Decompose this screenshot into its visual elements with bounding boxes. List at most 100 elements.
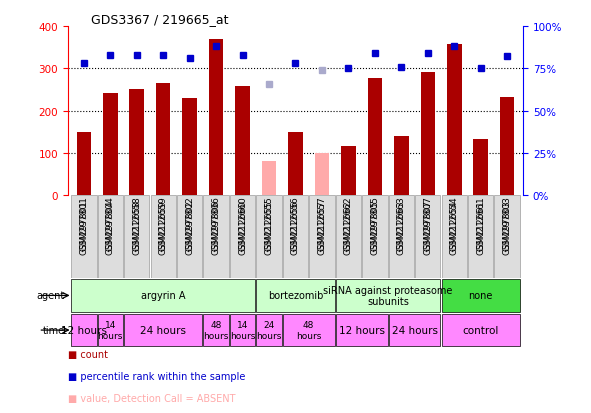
Bar [468,196,493,278]
Text: GSM297805: GSM297805 [371,196,379,251]
Text: GDS3367 / 219665_at: GDS3367 / 219665_at [91,13,228,26]
Text: bortezomib: bortezomib [268,291,323,301]
Text: siRNA against proteasome
subunits: siRNA against proteasome subunits [323,285,453,306]
Text: GSM297801: GSM297801 [79,196,88,251]
Text: GSM297807: GSM297807 [423,196,432,251]
Text: GSM297802: GSM297802 [185,196,194,250]
Text: GSM212658: GSM212658 [132,200,141,254]
Text: ■ value, Detection Call = ABSENT: ■ value, Detection Call = ABSENT [68,393,235,403]
Text: agent: agent [37,291,65,301]
Text: GSM297807: GSM297807 [423,200,432,255]
Bar [183,99,197,196]
Text: 24 hours: 24 hours [140,325,186,335]
Bar [256,314,282,347]
Text: GSM212661: GSM212661 [476,196,485,250]
Text: 48
hours: 48 hours [296,320,322,340]
Bar [151,196,176,278]
Text: GSM297801: GSM297801 [79,200,88,255]
Text: GSM297804: GSM297804 [106,200,115,254]
Bar [98,196,123,278]
Text: GSM297803: GSM297803 [503,200,512,255]
Text: GSM297805: GSM297805 [371,200,379,255]
Text: GSM297802: GSM297802 [185,200,194,254]
Text: GSM212662: GSM212662 [344,200,353,254]
Text: ■ percentile rank within the sample: ■ percentile rank within the sample [68,371,245,381]
Bar [124,196,150,278]
Text: 14
hours: 14 hours [98,320,123,340]
Bar [314,154,329,196]
Bar [441,280,520,312]
Bar [209,40,223,196]
Bar [177,196,202,278]
Bar [230,314,255,347]
Text: time: time [43,325,65,335]
Bar [421,73,435,196]
Text: GSM297804: GSM297804 [106,196,115,250]
Bar [309,196,335,278]
Bar [98,314,123,347]
Bar [441,196,467,278]
Bar [256,280,335,312]
Bar [394,137,408,196]
Bar [124,314,202,347]
Text: GSM212660: GSM212660 [238,196,247,250]
Text: GSM212658: GSM212658 [132,196,141,250]
Bar [103,94,118,196]
Text: none: none [469,291,493,301]
Bar [336,280,440,312]
Text: GSM212656: GSM212656 [291,196,300,250]
Text: GSM212662: GSM212662 [344,196,353,250]
Text: GSM212661: GSM212661 [476,200,485,254]
Bar [262,162,277,196]
Bar [71,196,96,278]
Text: GSM297806: GSM297806 [212,196,220,251]
Text: control: control [463,325,499,335]
Text: 14
hours: 14 hours [230,320,255,340]
Bar [495,196,520,278]
Text: GSM212659: GSM212659 [159,200,168,254]
Text: 12 hours: 12 hours [61,325,107,335]
Bar [368,78,382,196]
Bar [129,89,144,196]
Bar [71,280,255,312]
Bar [283,314,335,347]
Text: argyrin A: argyrin A [141,291,186,301]
Text: GSM297806: GSM297806 [212,200,220,255]
Text: GSM212657: GSM212657 [317,200,326,254]
Bar [256,196,282,278]
Bar [441,314,520,347]
Text: 12 hours: 12 hours [339,325,385,335]
Bar [473,140,488,196]
Text: 24
hours: 24 hours [256,320,282,340]
Text: GSM212654: GSM212654 [450,200,459,254]
Text: GSM212663: GSM212663 [397,196,406,250]
Bar [389,196,414,278]
Bar [288,133,303,196]
Bar [336,196,361,278]
Text: GSM212659: GSM212659 [159,196,168,250]
Bar [77,133,91,196]
Text: GSM212657: GSM212657 [317,196,326,250]
Bar [283,196,308,278]
Bar [203,196,229,278]
Bar [203,314,229,347]
Bar [389,314,440,347]
Bar [341,147,356,196]
Text: GSM212654: GSM212654 [450,196,459,250]
Text: GSM212655: GSM212655 [265,196,274,250]
Bar [230,196,255,278]
Bar [447,45,462,196]
Bar [415,196,440,278]
Text: GSM297803: GSM297803 [503,196,512,251]
Text: 24 hours: 24 hours [392,325,437,335]
Text: GSM212656: GSM212656 [291,200,300,254]
Text: 48
hours: 48 hours [203,320,229,340]
Text: GSM212655: GSM212655 [265,200,274,254]
Bar [71,314,96,347]
Text: GSM212663: GSM212663 [397,200,406,254]
Text: ■ count: ■ count [68,350,108,360]
Bar [156,84,170,196]
Text: GSM212660: GSM212660 [238,200,247,254]
Bar [336,314,388,347]
Bar [362,196,388,278]
